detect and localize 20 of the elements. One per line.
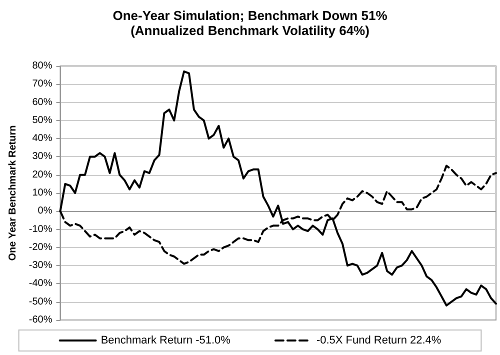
chart-title: One-Year Simulation; Benchmark Down 51% bbox=[112, 8, 388, 23]
y-tick-label: -30% bbox=[28, 260, 52, 272]
y-tick-label: 0% bbox=[38, 206, 52, 217]
y-tick-label: 50% bbox=[32, 114, 52, 126]
y-tick-label: -20% bbox=[28, 242, 52, 253]
y-tick-label: 80% bbox=[32, 60, 52, 72]
y-axis-title: One Year Benchmark Return bbox=[8, 125, 18, 261]
y-tick-label: 60% bbox=[32, 96, 52, 108]
y-tick-label: 20% bbox=[32, 169, 52, 180]
y-tick-label: -60% bbox=[28, 314, 52, 326]
legend-label: Benchmark Return -51.0% bbox=[100, 334, 231, 346]
y-tick-label: 70% bbox=[32, 78, 52, 90]
chart-subtitle: (Annualized Benchmark Volatility 64%) bbox=[130, 23, 370, 38]
legend-label: -0.5X Fund Return 22.4% bbox=[316, 334, 442, 346]
y-tick-label: -50% bbox=[28, 296, 52, 308]
y-tick-label: 10% bbox=[32, 188, 52, 198]
y-tick-label: 40% bbox=[32, 133, 52, 144]
y-tick-label: -40% bbox=[28, 278, 52, 290]
y-tick-label: -10% bbox=[28, 224, 52, 235]
y-tick-label: 30% bbox=[32, 151, 52, 162]
